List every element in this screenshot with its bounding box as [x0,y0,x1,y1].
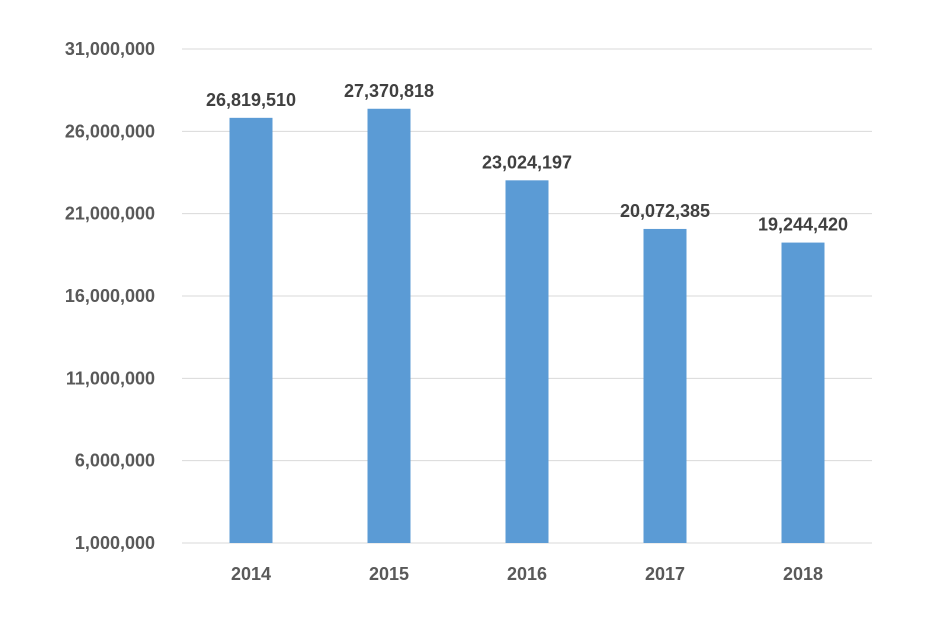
bar-2018 [781,242,825,544]
x-tick-label: 2017 [645,564,685,584]
y-tick-label: 11,000,000 [66,368,155,388]
data-label-2017: 20,072,385 [620,201,710,221]
bar-2015 [367,108,411,543]
x-tick-label: 2016 [507,564,547,584]
x-axis-ticks: 2014 2015 2016 2017 2018 [231,564,823,584]
data-label-2016: 23,024,197 [482,152,572,172]
bar-2017 [643,228,687,543]
x-tick-label: 2015 [369,564,409,584]
y-tick-label: 16,000,000 [65,286,155,306]
y-tick-label: 6,000,000 [75,451,155,471]
x-tick-label: 2014 [231,564,271,584]
data-label-2014: 26,819,510 [206,90,296,110]
bars [229,108,825,544]
y-tick-label: 31,000,000 [65,39,155,59]
x-tick-label: 2018 [783,564,823,584]
bar-2014 [229,117,273,543]
bar-2016 [505,180,549,543]
y-tick-label: 26,000,000 [65,121,155,141]
data-labels: 26,819,510 27,370,818 23,024,197 20,072,385… [206,81,848,235]
data-label-2018: 19,244,420 [758,215,848,235]
y-tick-label: 21,000,000 [65,204,155,224]
y-tick-label: 1,000,000 [75,533,155,553]
data-label-2015: 27,370,818 [344,81,434,101]
y-axis-ticks: 1,000,000 6,000,000 11,000,000 16,000,000 21… [65,39,155,553]
